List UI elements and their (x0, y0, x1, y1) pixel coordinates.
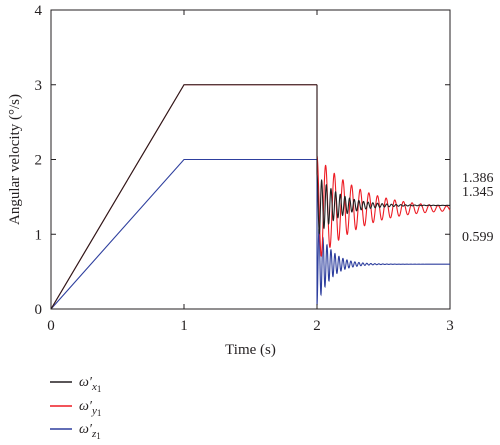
x-tick-label: 2 (313, 318, 321, 334)
y-tick-label: 1 (35, 227, 43, 243)
series-line-z1-transient (316, 159, 450, 306)
series-y1 (50, 84, 451, 310)
series-x1 (50, 84, 451, 310)
y-tick-label: 2 (35, 153, 43, 169)
x-axis-title: Time (s) (225, 342, 276, 358)
legend-label: ω′x1 (79, 375, 101, 394)
final-value-y1: 1.345 (462, 185, 494, 200)
legend: ω′x1 ω′y1 ω′z1 (50, 375, 101, 441)
series-line-z1-ramp (50, 158, 317, 310)
series-z1 (50, 158, 450, 310)
y-tick-label: 3 (35, 78, 43, 94)
x-tick-label: 1 (180, 318, 188, 334)
x-tick-label: 0 (47, 318, 55, 334)
series-layer (50, 84, 451, 310)
legend-label: ω′z1 (79, 422, 101, 441)
series-line-y1-transient (316, 84, 451, 257)
final-value-x1: 1.386 (462, 171, 494, 186)
y-tick-label: 4 (35, 3, 43, 19)
y-axis-title: Angular velocity (°/s) (7, 94, 23, 225)
axes-layer: 0 1 2 3 0 1 2 3 4 (35, 3, 454, 334)
y-tick-label: 0 (35, 302, 43, 318)
series-line-y1-ramp (50, 84, 317, 310)
x-tick-label: 3 (446, 318, 454, 334)
series-line-x1-ramp (50, 84, 317, 310)
series-line-x1-transient (316, 84, 451, 235)
legend-entry-y1: ω′y1 (50, 399, 101, 418)
legend-entry-x1: ω′x1 (50, 375, 101, 394)
legend-label: ω′y1 (79, 399, 101, 418)
final-value-z1: 0.599 (462, 230, 494, 245)
legend-entry-z1: ω′z1 (50, 422, 101, 441)
